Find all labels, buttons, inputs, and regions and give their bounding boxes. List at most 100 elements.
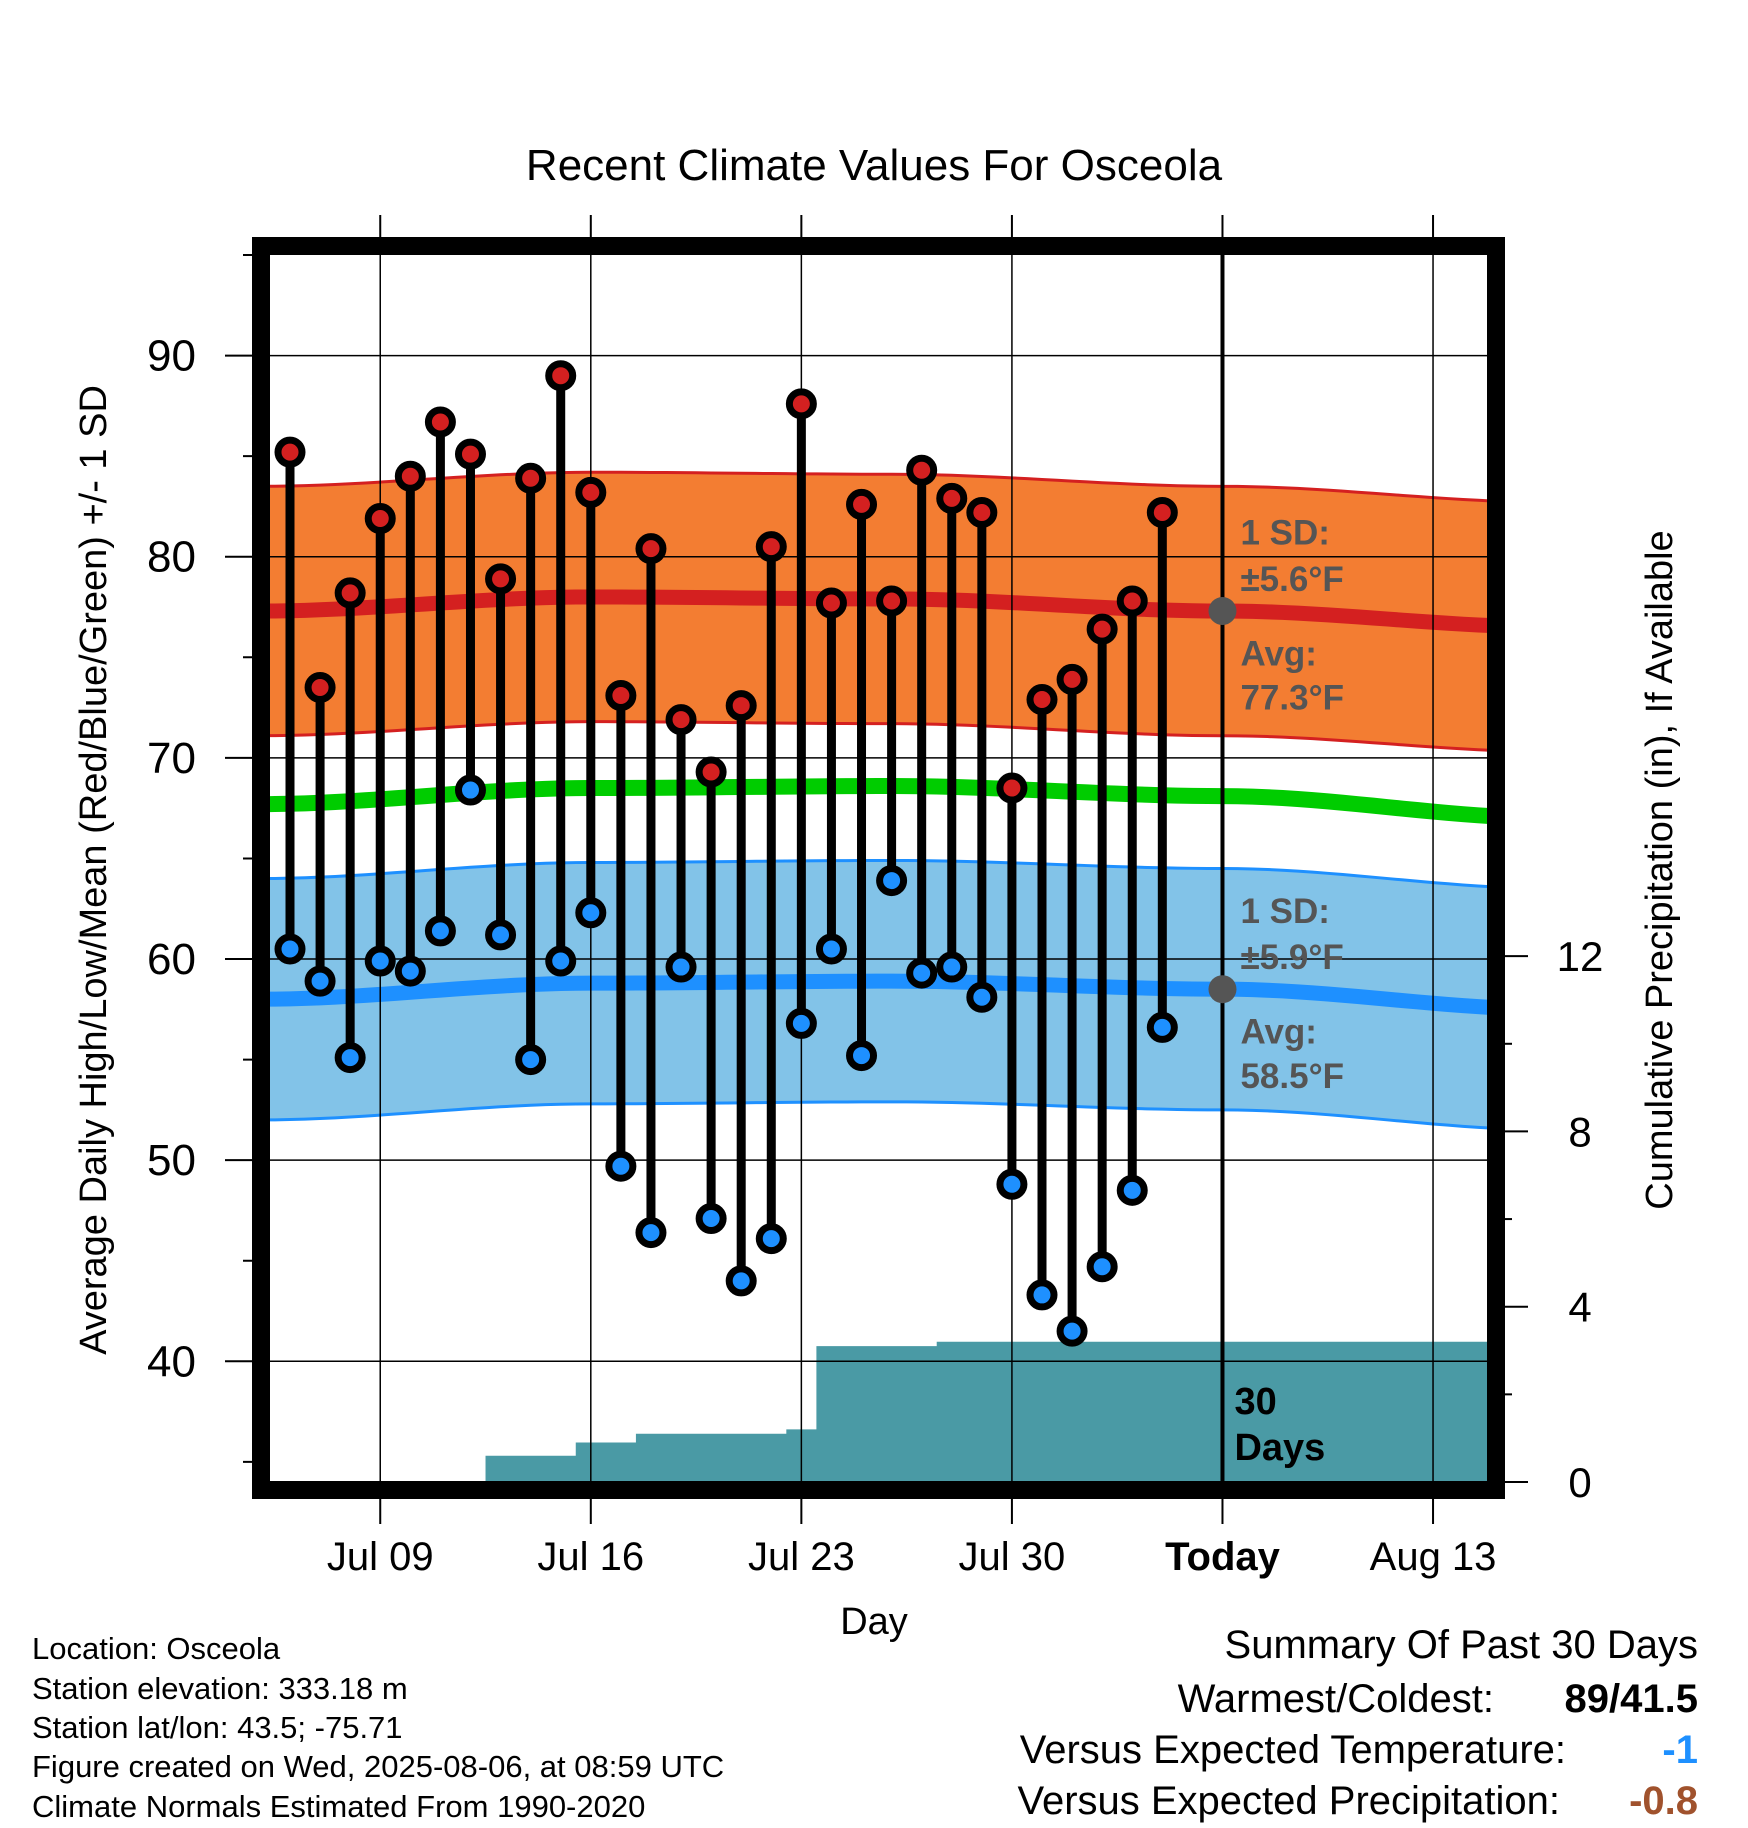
high-point [605,680,637,712]
high-point [755,531,787,563]
footer-created: Figure created on Wed, 2025-08-06, at 08… [32,1749,724,1784]
x-tick-label: Today [1165,1535,1281,1579]
plot-area [270,470,1487,1482]
high-point [665,704,697,736]
x-tick-label: Aug 13 [1370,1535,1497,1579]
precipitation-area [270,1341,1487,1482]
normal-label: 58.5°F [1240,1057,1344,1096]
summary-warmest-label: Warmest/Coldest: [1178,1677,1494,1721]
data-marks: 1 SD: ±5.6°F Avg: 77.3°F 1 SD: ±5.9°F Avg: 58.5… [274,360,1344,1469]
x-tick-label: Jul 23 [748,1535,855,1579]
low-avg-today-dot [1208,975,1237,1004]
summary-temp-value: -1 [1662,1728,1698,1772]
normal-label: Avg: [1240,634,1316,673]
high-point [364,503,396,535]
summary-precip-value: -0.8 [1629,1779,1698,1823]
summary-warmest-value: 89/41.5 [1565,1677,1698,1721]
low-point [695,1202,727,1234]
low-point [1116,1174,1148,1206]
low-point [906,957,938,989]
low-point [1146,1011,1178,1043]
low-point [725,1265,757,1297]
summary-precip-label: Versus Expected Precipitation: [1017,1779,1560,1823]
x-tick-label: Jul 30 [959,1535,1066,1579]
high-point [575,476,607,508]
footer-elevation: Station elevation: 333.18 m [32,1671,408,1706]
normal-label: ±5.9°F [1240,938,1343,977]
high-point [635,533,667,565]
high-point [1086,613,1118,645]
axes: 40 50 60 70 80 90 0 4 8 12 Jul 09 Jul 16 Jul 23 Jul 3… [147,215,1603,1579]
normal-label: 1 SD: [1240,892,1329,931]
low-point [304,965,336,997]
high-point [936,482,968,514]
y-axis-right-label: Cumulative Precipitation (in), If Availa… [1639,530,1681,1209]
x-tick-label: Jul 09 [327,1535,434,1579]
low-point [575,897,607,929]
low-point [454,774,486,806]
high-point [334,577,366,609]
x-tick-label: Jul 16 [537,1535,644,1579]
low-point [815,933,847,965]
low-point [485,919,517,951]
high-point [996,772,1028,804]
high-point [545,360,577,392]
low-point [1026,1279,1058,1311]
high-point [424,406,456,438]
high-point [906,454,938,486]
footer-info: Location: Osceola Station elevation: 333… [32,1631,724,1824]
low-point [424,915,456,947]
y-right-tick-label: 12 [1557,933,1604,980]
high-point [846,488,878,520]
x-axis-label: Day [840,1601,908,1643]
high-point [876,585,908,617]
y-left-tick-label: 40 [147,1337,196,1386]
low-sd-band [270,860,1487,1128]
low-point [755,1223,787,1255]
summary-temp-label: Versus Expected Temperature: [1020,1728,1566,1772]
y-left-tick-label: 50 [147,1136,196,1185]
high-point [1026,684,1058,716]
y-right-tick-label: 8 [1568,1108,1591,1155]
high-avg-today-dot [1208,597,1237,626]
low-point [605,1150,637,1182]
y-left-tick-label: 70 [147,734,196,783]
y-right-tick-label: 0 [1568,1459,1591,1506]
low-point [364,945,396,977]
low-point [665,951,697,983]
y-right-tick-label: 4 [1568,1284,1591,1331]
high-point [1146,496,1178,528]
high-point [966,496,998,528]
high-sd-band [270,472,1487,751]
y-axis-left-label: Average Daily High/Low/Mean (Red/Blue/Gr… [73,385,115,1355]
low-point [876,865,908,897]
summary-heading: Summary Of Past 30 Days [1225,1623,1698,1667]
high-point [1116,585,1148,617]
plot-frame [252,237,1505,1499]
high-point [1056,663,1088,695]
low-sd-band-lower-edge [270,1100,1487,1130]
low-point [545,945,577,977]
chart-title: Recent Climate Values For Osceola [526,141,1223,190]
low-point [1056,1315,1088,1347]
footer-latlon: Station lat/lon: 43.5; -75.71 [32,1710,403,1745]
high-point [485,563,517,595]
summary-panel: Summary Of Past 30 Days Warmest/Coldest:… [1017,1623,1698,1823]
low-point [785,1007,817,1039]
footer-normals: Climate Normals Estimated From 1990-2020 [32,1789,645,1824]
y-left-tick-label: 90 [147,332,196,381]
footer-location: Location: Osceola [32,1631,281,1666]
y-left-tick-label: 60 [147,935,196,984]
window-label: 30 [1234,1381,1276,1423]
normal-label: Avg: [1240,1012,1316,1051]
low-point [274,933,306,965]
y-left-tick-label: 80 [147,533,196,582]
low-point [966,981,998,1013]
high-point [304,671,336,703]
normal-label: 77.3°F [1240,679,1344,718]
high-point [815,587,847,619]
low-point [846,1040,878,1072]
high-point [725,690,757,722]
high-point [785,388,817,420]
